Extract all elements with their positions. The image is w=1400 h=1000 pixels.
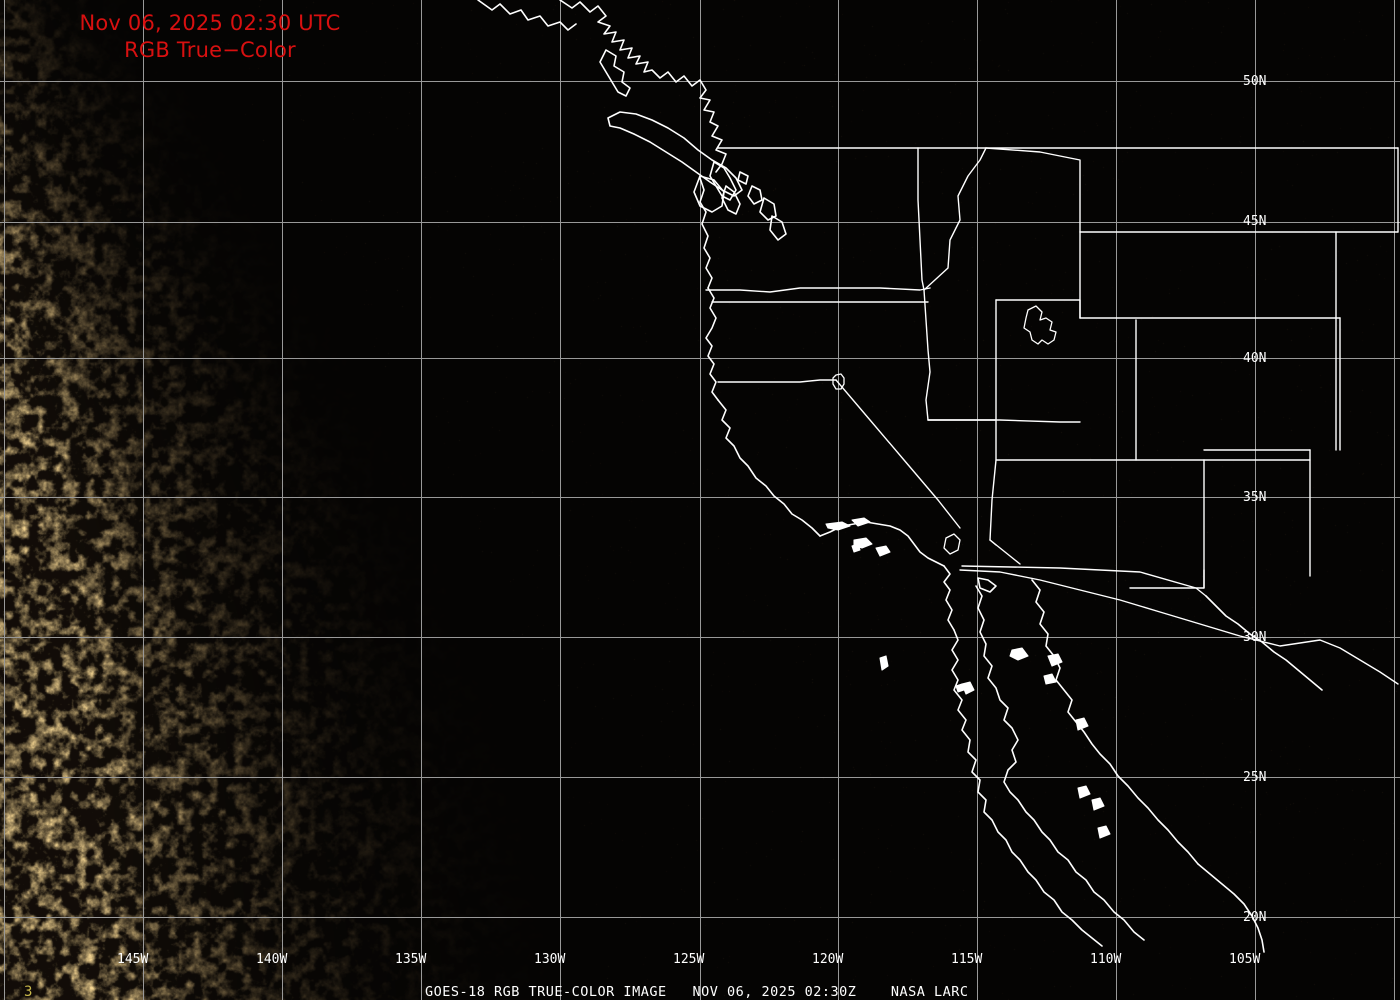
island-isl7 bbox=[961, 681, 975, 695]
border-idUtSeg bbox=[995, 299, 1081, 319]
border-idOrBorder bbox=[923, 289, 931, 421]
coastline-caCoastS bbox=[943, 565, 955, 631]
island-isl1 bbox=[825, 521, 851, 531]
coastline-orCoast bbox=[705, 287, 719, 401]
border-azBorderS bbox=[1129, 569, 1205, 589]
island-isl8 bbox=[955, 683, 965, 693]
island-isl4 bbox=[875, 545, 891, 557]
coastline-bajaGulf bbox=[975, 585, 1145, 941]
island-isl9 bbox=[1009, 647, 1029, 661]
island-isl13 bbox=[1077, 785, 1091, 799]
island-isl6 bbox=[879, 655, 889, 671]
border-waIdBorder bbox=[917, 147, 925, 291]
border-nvUtEast bbox=[989, 299, 997, 541]
coastline-innerSound1 bbox=[747, 185, 763, 205]
island-isl2 bbox=[851, 517, 871, 527]
inland-water-group bbox=[832, 305, 1057, 555]
water-salton bbox=[943, 533, 961, 555]
island-isl5 bbox=[851, 543, 861, 553]
island-isl15 bbox=[1097, 825, 1111, 839]
coastline-caCoastN bbox=[717, 399, 821, 537]
coastline-mexGulfCoast bbox=[1031, 579, 1199, 865]
coastline-olympic bbox=[693, 175, 725, 213]
border-mtIdSeg bbox=[985, 147, 1081, 233]
coastline-haidaGwaii bbox=[599, 49, 631, 97]
political-border-group bbox=[705, 147, 1399, 685]
coastline-gulfHead bbox=[977, 577, 997, 593]
coastline-group bbox=[477, 0, 1323, 953]
water-gsl bbox=[1023, 305, 1057, 345]
coastline-waCoast bbox=[699, 177, 713, 289]
border-usMexBorder bbox=[959, 569, 1399, 685]
coastline-bcCoast bbox=[559, 0, 727, 173]
island-isl11 bbox=[1043, 673, 1057, 685]
coastline-vancouverIsland bbox=[607, 111, 743, 197]
island-isl10 bbox=[1047, 653, 1063, 667]
island-group bbox=[825, 517, 1111, 839]
coastline-akPanhandle bbox=[477, 0, 577, 31]
border-azWest bbox=[989, 539, 997, 546]
coastline-mexPacific bbox=[1197, 863, 1265, 953]
coastline-bajaPacific bbox=[951, 629, 1103, 947]
border-idMtBorder bbox=[923, 147, 987, 291]
border-waOrBorder bbox=[705, 287, 931, 293]
island-isl14 bbox=[1091, 797, 1105, 811]
coastline-pugetInner bbox=[721, 185, 741, 215]
coastline-innerSound3 bbox=[769, 215, 787, 241]
coastline-sanJuan bbox=[737, 171, 749, 185]
border-caNvDiag bbox=[835, 379, 961, 529]
border-caNvVert bbox=[717, 379, 837, 383]
island-isl12 bbox=[1075, 717, 1089, 731]
border-borderStep bbox=[961, 565, 1207, 597]
